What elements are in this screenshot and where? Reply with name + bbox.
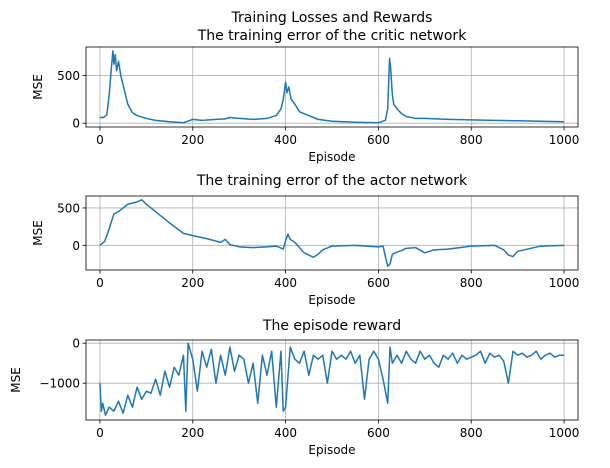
subplot-3: 0 200 400 600 800 1000 −1000 0 The episode rewar… [9,318,579,457]
y-axis-label: MSE [31,220,45,246]
x-tick-label: 0 [96,276,104,290]
axes-frame [85,46,579,128]
x-tick-label: 600 [367,276,390,290]
x-tick-label: 0 [96,133,104,147]
x-tick-label: 400 [274,133,297,147]
figure-suptitle: Training Losses and Rewards [231,10,433,26]
x-tick-label: 1000 [549,133,580,147]
axes-frame [85,195,579,271]
y-tick-label: 500 [57,201,80,215]
y-axis-label: MSE [9,367,23,393]
series-line [99,198,565,268]
x-tick-label: 800 [460,133,483,147]
x-tick-label: 1000 [549,276,580,290]
subplot-1: 0 200 400 600 800 1000 0 500 The training error … [31,28,579,164]
subplot-title: The episode reward [262,318,401,334]
x-tick-label: 600 [367,426,390,440]
x-axis-label: Episode [308,293,355,307]
y-axis-label: MSE [31,74,45,100]
x-tick-label: 200 [181,276,204,290]
y-tick-label: 0 [72,117,80,131]
x-axis-label: Episode [308,443,355,457]
x-tick-label: 1000 [549,426,580,440]
subplot-title: The training error of the critic network [197,28,468,44]
x-tick-label: 800 [460,276,483,290]
plots-container: 0 200 400 600 800 1000 0 500 The training error … [9,28,579,457]
x-tick-label: 0 [96,426,104,440]
y-tick-label: 0 [72,239,80,253]
x-tick-label: 600 [367,133,390,147]
x-tick-label: 200 [181,133,204,147]
x-axis-label: Episode [308,150,355,164]
axes-frame [85,339,579,421]
subplot-title: The training error of the actor network [196,173,468,189]
series-line [99,342,565,416]
x-tick-label: 400 [274,276,297,290]
x-tick-label: 200 [181,426,204,440]
series-line [99,50,565,124]
x-tick-label: 400 [274,426,297,440]
y-tick-label: 500 [57,69,80,83]
y-tick-label: 0 [72,337,80,351]
y-tick-label: −1000 [39,377,80,391]
x-tick-label: 800 [460,426,483,440]
subplot-2: 0 200 400 600 800 1000 0 500 The training error … [31,173,579,307]
